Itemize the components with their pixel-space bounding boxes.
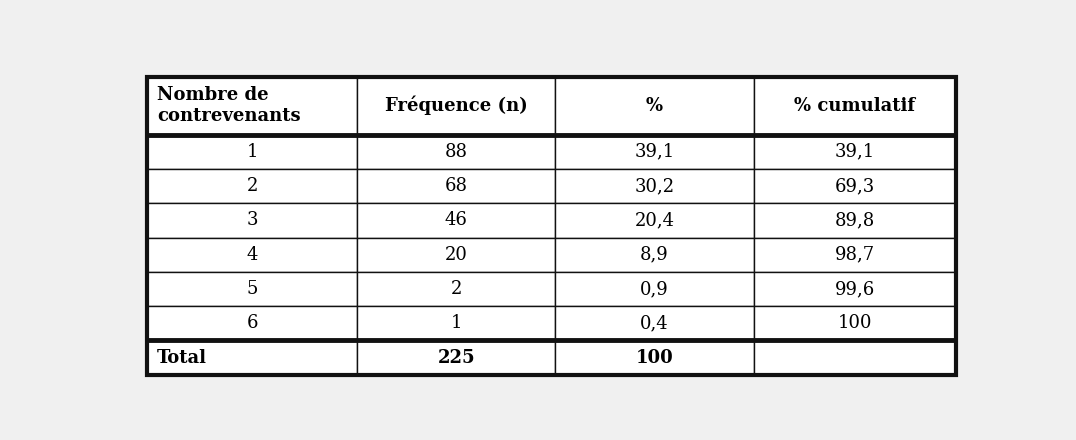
Text: 46: 46 <box>445 211 468 229</box>
Text: 4: 4 <box>246 246 258 264</box>
Bar <box>753 238 955 272</box>
Bar <box>147 77 955 375</box>
Bar <box>555 203 753 238</box>
Bar <box>753 341 955 374</box>
Bar <box>555 272 753 306</box>
Bar <box>357 341 555 374</box>
Text: 69,3: 69,3 <box>835 177 875 195</box>
Bar <box>357 169 555 203</box>
Text: 0,4: 0,4 <box>640 314 669 332</box>
Text: 98,7: 98,7 <box>835 246 875 264</box>
Text: 100: 100 <box>837 314 872 332</box>
Bar <box>147 169 357 203</box>
Text: 20,4: 20,4 <box>635 211 675 229</box>
Bar <box>147 203 357 238</box>
Bar <box>753 135 955 169</box>
Text: 8,9: 8,9 <box>640 246 669 264</box>
Text: 2: 2 <box>451 280 462 298</box>
Text: 1: 1 <box>451 314 463 332</box>
Text: Total: Total <box>157 348 207 367</box>
Bar <box>753 203 955 238</box>
Bar <box>357 203 555 238</box>
Text: 20: 20 <box>445 246 468 264</box>
Bar <box>555 169 753 203</box>
Text: %: % <box>646 97 663 114</box>
Text: 68: 68 <box>444 177 468 195</box>
Bar <box>147 306 357 341</box>
Bar <box>753 77 955 135</box>
Text: 1: 1 <box>246 143 258 161</box>
Text: 89,8: 89,8 <box>835 211 875 229</box>
Bar <box>147 341 357 374</box>
Text: 225: 225 <box>438 348 476 367</box>
Text: 39,1: 39,1 <box>635 143 675 161</box>
Bar <box>555 77 753 135</box>
Text: 2: 2 <box>246 177 258 195</box>
Bar <box>147 272 357 306</box>
Text: 39,1: 39,1 <box>835 143 875 161</box>
Bar <box>555 238 753 272</box>
Text: 30,2: 30,2 <box>635 177 675 195</box>
Bar <box>147 77 357 135</box>
Bar <box>357 238 555 272</box>
Text: 6: 6 <box>246 314 258 332</box>
Bar <box>555 341 753 374</box>
Bar <box>357 77 555 135</box>
Bar <box>357 135 555 169</box>
Text: 5: 5 <box>246 280 258 298</box>
Bar <box>147 135 357 169</box>
Text: 100: 100 <box>636 348 674 367</box>
Bar <box>555 306 753 341</box>
Bar <box>147 238 357 272</box>
Bar <box>753 272 955 306</box>
Text: 99,6: 99,6 <box>835 280 875 298</box>
Text: 88: 88 <box>444 143 468 161</box>
Text: 3: 3 <box>246 211 258 229</box>
Text: Nombre de
contrevenants: Nombre de contrevenants <box>157 86 300 125</box>
Bar <box>357 306 555 341</box>
Text: % cumulatif: % cumulatif <box>794 97 916 114</box>
Bar <box>753 306 955 341</box>
Text: Fréquence (n): Fréquence (n) <box>385 96 528 115</box>
Text: 0,9: 0,9 <box>640 280 669 298</box>
Bar <box>753 169 955 203</box>
Bar <box>555 135 753 169</box>
Bar <box>357 272 555 306</box>
